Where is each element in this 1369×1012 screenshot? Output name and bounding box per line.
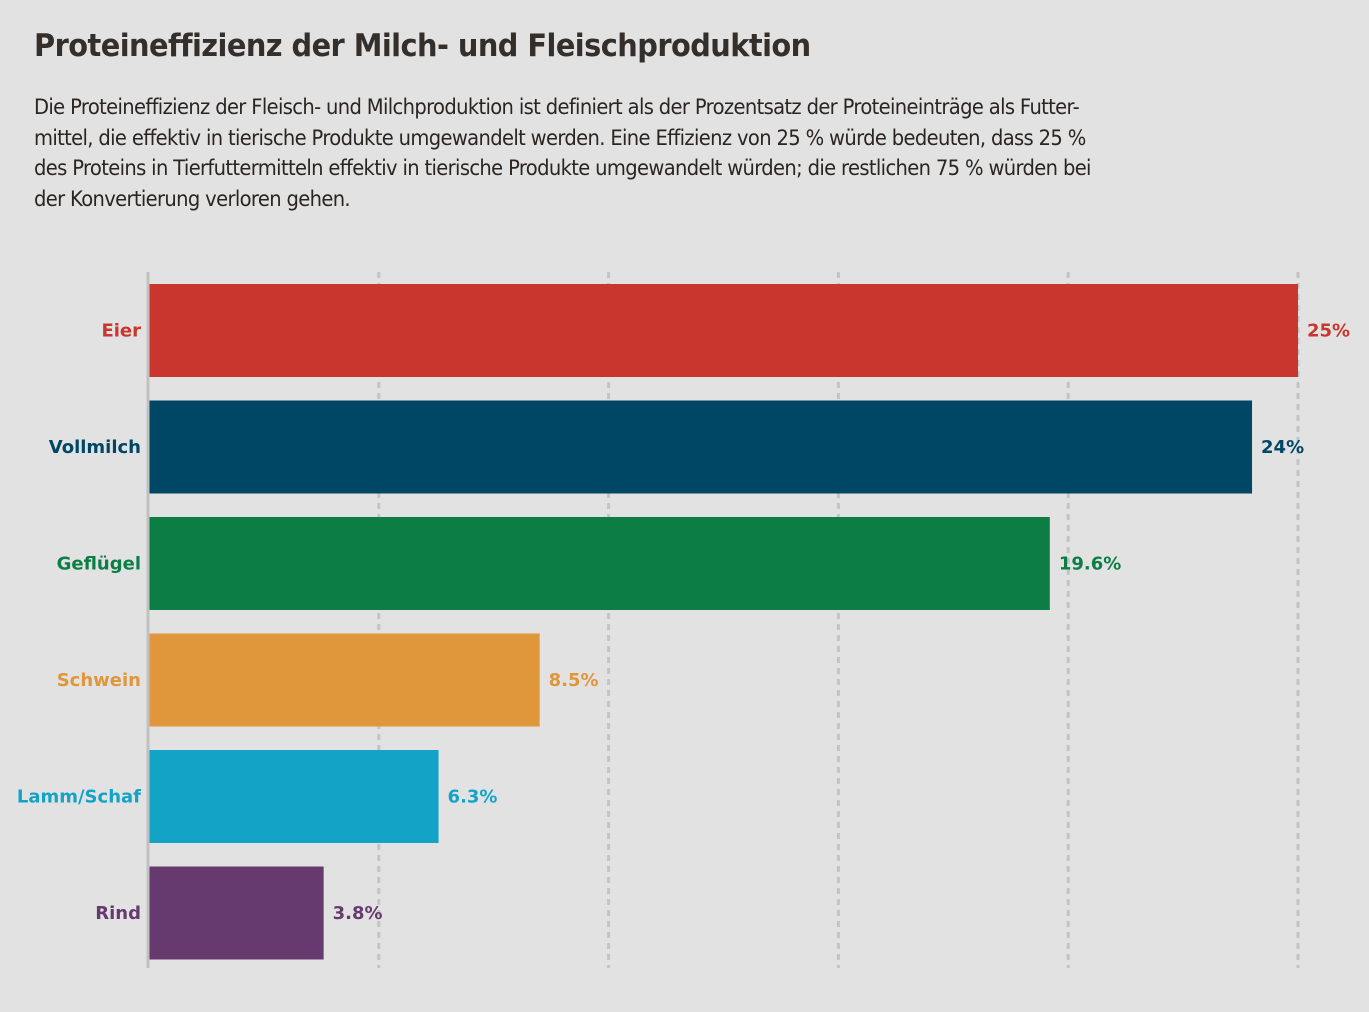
value-label: 8.5% [549,670,599,691]
category-label: Eier [101,321,141,342]
bar [149,517,1050,610]
bar [149,866,324,960]
category-labels: Eier Vollmilch Geflügel Schwein Lamm/Schaf Ri… [17,321,141,925]
bar [149,284,1298,377]
category-label: Lamm/Schaf [17,787,141,808]
bar [149,400,1253,494]
category-label: Vollmilch [49,437,141,458]
value-label: 19.6% [1059,554,1121,575]
bars [149,284,1298,960]
chart-description: Die Proteineffizienz der Fleisch- und Mi… [34,92,1271,214]
description-line: der Konvertierung verloren gehen. [34,186,351,211]
description-line: Die Proteineffizienz der Fleisch- und Mi… [34,95,1080,119]
description-line: mittel, die effektiv in tierische Produk… [34,125,1086,150]
chart-title: Proteineffizienz der Milch- und Fleischp… [34,28,811,64]
bar [149,750,439,843]
gridlines [377,272,1300,968]
category-label: Schwein [57,670,141,691]
value-label: 6.3% [448,787,498,808]
value-label: 3.8% [333,903,383,924]
value-labels: 25% 24% 19.6% 8.5% 6.3% 3.8% [333,321,1350,925]
value-label: 25% [1307,321,1350,342]
category-label: Geflügel [57,554,141,575]
description-line: des Proteins in Tierfuttermitteln effekt… [34,156,1091,180]
category-label: Rind [95,903,141,924]
value-label: 24% [1261,437,1304,458]
bar [149,633,540,727]
